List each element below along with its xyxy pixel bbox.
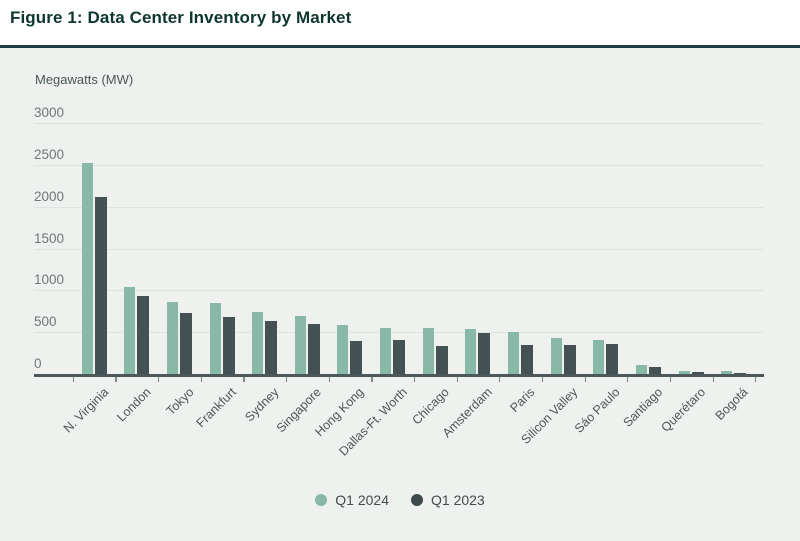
bar-q1-2023 bbox=[734, 372, 747, 374]
bar-q1-2023 bbox=[137, 295, 150, 374]
bar-q1-2024 bbox=[81, 163, 93, 374]
y-gridline bbox=[34, 206, 764, 208]
y-tick-label: 3000 bbox=[34, 105, 65, 120]
x-axis-tick bbox=[286, 376, 288, 382]
bar-q1-2023 bbox=[307, 323, 320, 374]
x-tick-label-text: Paris bbox=[507, 385, 538, 416]
x-axis-tick bbox=[456, 376, 458, 382]
x-axis-tick bbox=[371, 376, 373, 382]
x-tick-label-text: Chicago bbox=[409, 385, 453, 428]
bar-q1-2024 bbox=[465, 328, 477, 374]
chart-panel: Megawatts (MW) 0 500 1000 1500 2000 2500 3000 N… bbox=[0, 48, 800, 541]
figure-title: Figure 1: Data Center Inventory by Marke… bbox=[10, 8, 352, 27]
x-axis-tick bbox=[328, 376, 330, 382]
x-tick-label-text: Querétaro bbox=[658, 385, 709, 435]
x-axis-tick bbox=[627, 376, 629, 382]
y-gridline bbox=[34, 164, 764, 166]
bar-q1-2024 bbox=[721, 371, 733, 374]
bar-q1-2023 bbox=[691, 372, 704, 374]
y-gridline bbox=[34, 290, 764, 292]
bar-q1-2023 bbox=[350, 341, 363, 374]
bar-q1-2023 bbox=[649, 367, 662, 374]
x-axis-tick bbox=[584, 376, 586, 382]
bar-q1-2023 bbox=[94, 196, 107, 374]
legend-label-q1-2024: Q1 2024 bbox=[335, 492, 389, 508]
y-tick-label: 0 bbox=[34, 356, 42, 371]
x-tick-label-text: London bbox=[114, 385, 154, 425]
bar-q1-2024 bbox=[166, 301, 178, 374]
chart-plot: 0 500 1000 1500 2000 2500 3000 N. Virginia Londo… bbox=[0, 48, 800, 541]
legend-label-q1-2023: Q1 2023 bbox=[431, 492, 485, 508]
x-axis-tick bbox=[158, 376, 160, 382]
x-tick-label-text: Tokyo bbox=[163, 385, 197, 418]
legend-dot-q1-2024 bbox=[315, 494, 328, 506]
bar-q1-2023 bbox=[521, 344, 534, 374]
bar-q1-2023 bbox=[606, 343, 619, 374]
y-axis-unit-label: Megawatts (MW) bbox=[35, 72, 134, 87]
bar-q1-2023 bbox=[265, 321, 278, 374]
x-tick-label-text: Frankfurt bbox=[193, 385, 239, 431]
legend-item-q1-2023: Q1 2023 bbox=[411, 492, 485, 508]
x-tick-label-text: Bogotá bbox=[712, 385, 751, 423]
bar-q1-2024 bbox=[252, 312, 264, 374]
y-tick-label: 500 bbox=[34, 314, 57, 330]
x-tick-label-text: Sydney bbox=[242, 385, 282, 425]
bar-q1-2024 bbox=[636, 365, 648, 374]
x-axis-tick bbox=[669, 376, 672, 382]
bar-q1-2024 bbox=[593, 339, 605, 374]
x-axis-tick bbox=[541, 376, 544, 382]
bar-q1-2024 bbox=[337, 324, 349, 374]
bar-q1-2024 bbox=[422, 328, 434, 374]
bar-q1-2024 bbox=[678, 371, 690, 374]
y-tick-label: 1500 bbox=[34, 230, 65, 246]
bar-q1-2024 bbox=[508, 331, 520, 374]
bar-q1-2023 bbox=[179, 312, 192, 374]
bar-q1-2023 bbox=[435, 345, 448, 374]
bar-q1-2023 bbox=[478, 333, 491, 374]
y-tick-label: 2000 bbox=[34, 188, 65, 204]
legend-item-q1-2024: Q1 2024 bbox=[315, 492, 389, 508]
bar-q1-2023 bbox=[393, 339, 406, 374]
bar-q1-2024 bbox=[380, 327, 392, 374]
bar-q1-2023 bbox=[563, 344, 576, 374]
x-axis-line bbox=[34, 374, 764, 377]
bar-q1-2023 bbox=[222, 316, 235, 374]
legend-dot-q1-2023 bbox=[411, 494, 423, 506]
x-axis-tick bbox=[115, 376, 117, 382]
x-axis-tick bbox=[712, 376, 714, 382]
x-axis-tick bbox=[499, 376, 501, 382]
x-axis-tick bbox=[200, 376, 202, 382]
x-axis-tick bbox=[755, 376, 757, 382]
x-axis-tick bbox=[72, 376, 74, 382]
y-gridline bbox=[34, 123, 764, 124]
x-tick-label-text: Sáo Paulo bbox=[572, 385, 623, 436]
y-gridline bbox=[34, 332, 764, 334]
bar-q1-2024 bbox=[550, 337, 562, 374]
bar-q1-2024 bbox=[209, 302, 221, 374]
chart-legend: Q1 2024 Q1 2023 bbox=[0, 492, 800, 508]
y-tick-label: 2500 bbox=[34, 146, 65, 162]
x-tick-label-text: N. Virginia bbox=[60, 385, 111, 436]
x-axis-tick bbox=[413, 376, 416, 382]
x-axis-tick bbox=[243, 376, 245, 382]
y-tick-label: 1000 bbox=[34, 272, 65, 288]
bar-q1-2024 bbox=[124, 286, 136, 374]
y-gridline bbox=[34, 248, 764, 250]
figure-divider bbox=[0, 45, 800, 48]
bar-q1-2024 bbox=[294, 316, 306, 374]
